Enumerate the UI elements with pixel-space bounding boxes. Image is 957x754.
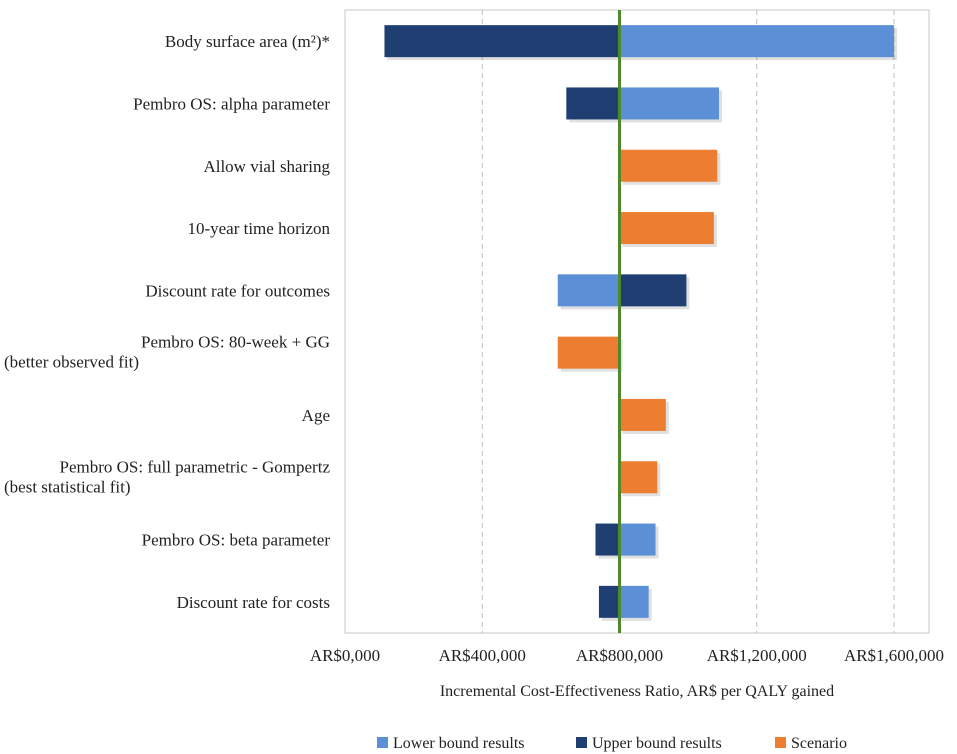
bar-0-0 — [384, 25, 620, 58]
bar-8-0 — [595, 523, 620, 556]
bar-8-1 — [619, 523, 656, 556]
category-label-3: 10-year time horizon — [187, 219, 330, 238]
x-tick-labels: AR$0,000 AR$400,000 AR$800,000 AR$1,200,000… — [310, 646, 944, 665]
x-axis-title: Incremental Cost-Effectiveness Ratio, AR… — [440, 683, 834, 700]
bar-2-0 — [619, 149, 718, 182]
category-label-0: Body surface area (m²)* — [165, 32, 330, 51]
legend-label-0: Lower bound results — [393, 735, 525, 752]
bar-0-1 — [619, 25, 894, 58]
bar-1-0 — [566, 87, 620, 120]
category-label-8: Pembro OS: beta parameter — [142, 531, 331, 550]
category-label-9: Discount rate for costs — [177, 593, 330, 612]
bar-group — [384, 25, 897, 621]
bar-4-1 — [619, 274, 687, 307]
category-label-7: Pembro OS: full parametric - Gompertz — [59, 457, 330, 476]
category-label-7-line2: (best statistical fit) — [4, 477, 131, 496]
category-labels: Body surface area (m²)* Pembro OS: alpha … — [4, 32, 330, 612]
category-label-5-line2: (better observed fit) — [4, 353, 139, 372]
legend-label-1: Upper bound results — [592, 735, 722, 752]
category-label-6: Age — [302, 406, 330, 425]
legend: Lower bound results Upper bound results Sc… — [377, 735, 847, 752]
category-label-4: Discount rate for outcomes — [145, 281, 330, 300]
bar-1-1 — [619, 87, 720, 120]
bar-7-0 — [619, 461, 658, 494]
bar-4-0 — [557, 274, 620, 307]
category-label-1: Pembro OS: alpha parameter — [133, 94, 330, 113]
plot-frame — [344, 9, 930, 634]
bar-5-0 — [557, 336, 620, 369]
legend-swatch-1 — [576, 737, 587, 748]
bar-9-0 — [598, 585, 620, 618]
legend-swatch-0 — [377, 737, 388, 748]
bar-9-1 — [619, 585, 649, 618]
category-label-2: Allow vial sharing — [203, 157, 330, 176]
x-tick-label-1: AR$400,000 — [439, 646, 526, 665]
x-tick-label-2: AR$800,000 — [576, 646, 663, 665]
x-tick-label-4: AR$1,600,000 — [844, 646, 944, 665]
legend-label-2: Scenario — [791, 735, 847, 752]
category-label-5: Pembro OS: 80-week + GG — [141, 333, 330, 352]
x-tick-label-3: AR$1,200,000 — [707, 646, 807, 665]
bar-3-0 — [619, 212, 714, 245]
bar-6-0 — [619, 398, 666, 431]
legend-swatch-2 — [775, 737, 786, 748]
x-tick-label-0: AR$0,000 — [310, 646, 380, 665]
